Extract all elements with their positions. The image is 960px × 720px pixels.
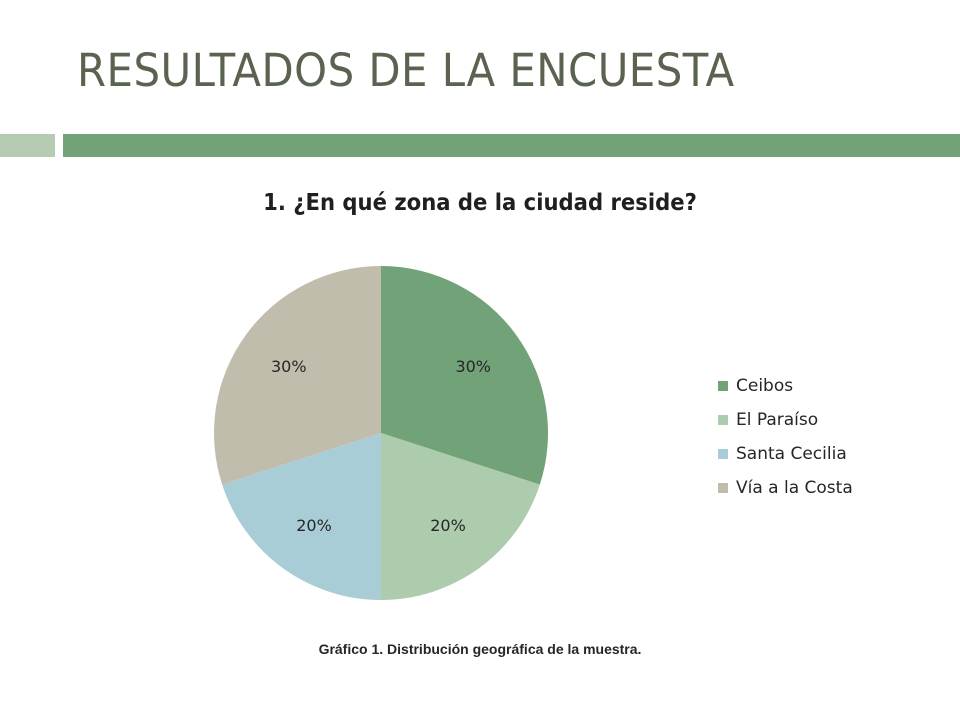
title-accent-band-right bbox=[63, 134, 960, 157]
chart-legend: Ceibos El Paraíso Santa Cecilia Vía a la Co… bbox=[718, 369, 853, 505]
data-label-via-a-la-costa: 30% bbox=[271, 357, 307, 376]
chart-title: 1. ¿En qué zona de la ciudad reside? bbox=[263, 190, 697, 216]
data-label-ceibos: 30% bbox=[455, 357, 491, 376]
legend-label: Vía a la Costa bbox=[736, 478, 853, 498]
pie-slice-santa-cecilia bbox=[222, 433, 381, 600]
pie-slice-ceibos bbox=[381, 266, 548, 485]
title-accent-band-left bbox=[0, 134, 55, 157]
legend-item-el-paraiso: El Paraíso bbox=[718, 403, 853, 437]
legend-item-via-a-la-costa: Vía a la Costa bbox=[718, 471, 853, 505]
legend-swatch bbox=[718, 381, 728, 391]
legend-swatch bbox=[718, 483, 728, 493]
data-label-el-paraiso: 20% bbox=[430, 516, 466, 535]
data-label-santa-cecilia: 20% bbox=[296, 516, 332, 535]
legend-label: Santa Cecilia bbox=[736, 444, 847, 464]
figure-caption: Gráfico 1. Distribución geográfica de la… bbox=[318, 641, 642, 657]
legend-swatch bbox=[718, 415, 728, 425]
legend-label: El Paraíso bbox=[736, 410, 819, 430]
slide-title: RESULTADOS DE LA ENCUESTA bbox=[77, 44, 735, 97]
pie-slice-via-a-la-costa bbox=[213, 266, 381, 485]
legend-swatch bbox=[718, 449, 728, 459]
pie-slice-el-paraiso bbox=[381, 433, 540, 600]
legend-item-ceibos: Ceibos bbox=[718, 369, 853, 403]
legend-item-santa-cecilia: Santa Cecilia bbox=[718, 437, 853, 471]
legend-label: Ceibos bbox=[736, 376, 794, 396]
